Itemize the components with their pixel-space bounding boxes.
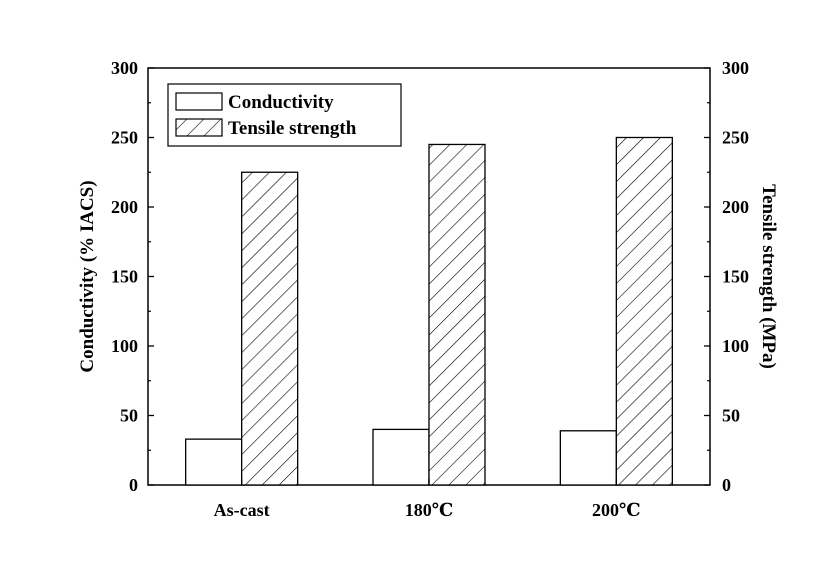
y-tick-label: 250 bbox=[111, 128, 138, 148]
y-tick-label: 150 bbox=[111, 267, 138, 287]
y2-tick-label: 150 bbox=[722, 267, 749, 287]
y2-tick-label: 100 bbox=[722, 336, 749, 356]
bar-tensile-strength-0 bbox=[241, 171, 299, 486]
y-tick-label: 0 bbox=[129, 475, 138, 495]
bar-tensile-strength-1 bbox=[428, 143, 486, 486]
y2-tick-label: 250 bbox=[722, 128, 749, 148]
y-tick-label: 300 bbox=[111, 58, 138, 78]
y2-tick-label: 50 bbox=[722, 406, 740, 426]
bar-conductivity-0 bbox=[185, 438, 243, 486]
x-tick-label: 180℃ bbox=[405, 500, 454, 520]
legend: Conductivity Tensile strength bbox=[167, 83, 402, 147]
legend-swatch-conductivity bbox=[175, 92, 223, 111]
y2-axis-title: Tensile strength (MPa) bbox=[758, 184, 779, 369]
x-axis: As-cast 180℃ 200℃ bbox=[214, 479, 641, 520]
y2-tick-label: 200 bbox=[722, 197, 749, 217]
legend-label-tensile-strength: Tensile strength bbox=[228, 118, 357, 139]
y-axis-title: Conductivity (% IACS) bbox=[77, 180, 98, 372]
y-tick-label: 100 bbox=[111, 336, 138, 356]
bar-tensile-strength-2 bbox=[615, 136, 673, 486]
x-tick-label: As-cast bbox=[214, 500, 270, 520]
y2-tick-label: 300 bbox=[722, 58, 749, 78]
y-tick-label: 200 bbox=[111, 197, 138, 217]
x-tick-label: 200℃ bbox=[592, 500, 641, 520]
legend-swatch-tensile-strength bbox=[175, 118, 223, 137]
y-tick-label: 50 bbox=[120, 406, 138, 426]
left-axis: 0 50 100 150 200 250 300 bbox=[111, 58, 154, 495]
bar-conductivity-1 bbox=[372, 428, 430, 486]
y2-tick-label: 0 bbox=[722, 475, 731, 495]
right-axis: 0 50 100 150 200 250 300 bbox=[704, 58, 749, 495]
legend-label-conductivity: Conductivity bbox=[228, 92, 334, 113]
bars-layer bbox=[185, 136, 673, 486]
bar-conductivity-2 bbox=[559, 430, 617, 486]
